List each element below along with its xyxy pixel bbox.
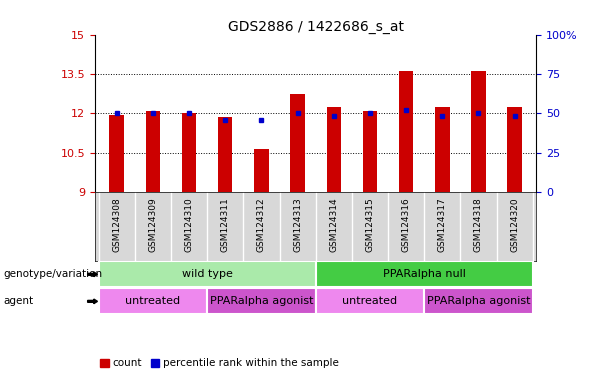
Bar [363, 111, 377, 192]
Bar [218, 117, 232, 192]
Bar [110, 114, 124, 192]
Title: GDS2886 / 1422686_s_at: GDS2886 / 1422686_s_at [227, 20, 404, 33]
Bar [99, 262, 316, 287]
Text: GSM124320: GSM124320 [510, 197, 519, 252]
Bar [471, 71, 485, 192]
Text: GSM124308: GSM124308 [112, 197, 121, 252]
Bar [207, 288, 316, 314]
Text: GSM124318: GSM124318 [474, 197, 483, 252]
Bar [254, 149, 268, 192]
Bar [327, 107, 341, 192]
Text: GSM124316: GSM124316 [402, 197, 411, 252]
Text: wild type: wild type [181, 269, 232, 279]
Text: GSM124314: GSM124314 [329, 197, 338, 252]
Text: GSM124311: GSM124311 [221, 197, 230, 252]
Text: agent: agent [3, 296, 33, 306]
Text: GSM124313: GSM124313 [293, 197, 302, 252]
Bar [291, 94, 305, 192]
Text: GSM124310: GSM124310 [185, 197, 194, 252]
Text: GSM124312: GSM124312 [257, 197, 266, 252]
Text: genotype/variation: genotype/variation [3, 269, 102, 279]
Text: GSM124309: GSM124309 [148, 197, 158, 252]
Text: PPARalpha agonist: PPARalpha agonist [210, 296, 313, 306]
Bar [316, 288, 424, 314]
Bar [182, 113, 196, 192]
Text: PPARalpha null: PPARalpha null [383, 269, 466, 279]
Bar [508, 107, 522, 192]
Bar [316, 262, 533, 287]
Bar [424, 288, 533, 314]
Text: GSM124315: GSM124315 [365, 197, 375, 252]
Legend: count, percentile rank within the sample: count, percentile rank within the sample [100, 359, 339, 369]
Bar [146, 111, 160, 192]
Text: untreated: untreated [125, 296, 180, 306]
Text: PPARalpha agonist: PPARalpha agonist [427, 296, 530, 306]
Text: untreated: untreated [343, 296, 397, 306]
Bar [399, 71, 413, 192]
Text: GSM124317: GSM124317 [438, 197, 447, 252]
Bar [99, 288, 207, 314]
Bar [435, 107, 449, 192]
